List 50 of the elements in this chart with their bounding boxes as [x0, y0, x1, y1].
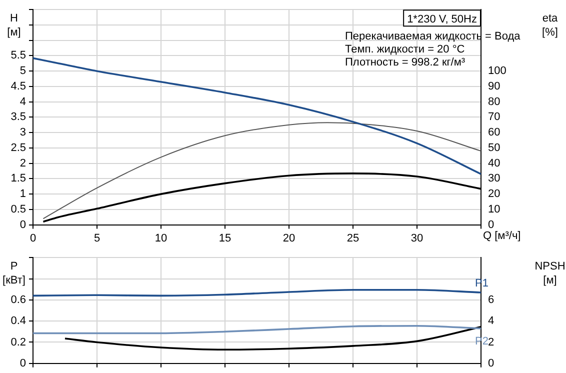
y2-tick-label: 6 — [488, 294, 494, 306]
y-tick-label: 0 — [20, 357, 26, 370]
y-tick-label: 2.5 — [10, 142, 26, 154]
y2-tick-label: 4 — [488, 315, 494, 328]
y2-axis-title: NPSH [м] — [534, 260, 566, 287]
line-series — [33, 324, 481, 334]
y-tick-label: 0 — [20, 218, 26, 231]
y-tick-label: 3.5 — [10, 111, 26, 124]
y-tick-label: 0.6 — [10, 294, 26, 306]
y-tick-label: 2 — [20, 157, 26, 170]
x-tick-label: 10 — [154, 232, 168, 244]
y-tick-label: 3 — [20, 126, 26, 139]
y-tick-label: 4.5 — [10, 80, 26, 92]
x-tick-label: 20 — [282, 232, 296, 244]
y2-tick-label: 20 — [488, 188, 500, 200]
y2-tick-label: 0 — [488, 357, 494, 370]
x-axis-title: Q [м³/ч] — [483, 230, 521, 242]
annotation: Темп. жидкости = 20 °C — [345, 44, 465, 56]
y2-tick-label: 10 — [488, 203, 500, 216]
y2-tick-label: 2 — [488, 336, 494, 348]
chart-title: 1*230 V, 50Hz — [407, 14, 477, 26]
y2-tick-label: 0 — [488, 218, 494, 231]
y-tick-label: 1 — [20, 188, 26, 200]
y-tick-label: 5.5 — [10, 50, 26, 62]
x-tick-label: 25 — [346, 232, 360, 244]
annotation: Плотность = 998.2 кг/м³ — [345, 56, 466, 69]
line-series — [33, 57, 481, 175]
line-series — [42, 122, 481, 220]
y-tick-label: 1.5 — [10, 172, 26, 185]
x-tick-label: 15 — [218, 232, 232, 244]
y-tick-label: 0.5 — [10, 203, 26, 216]
y2-tick-label: 40 — [488, 157, 500, 170]
y2-tick-label: 70 — [488, 111, 500, 124]
y2-tick-label: 60 — [488, 126, 500, 139]
y-tick-label: 4 — [20, 96, 26, 108]
y-axis-title: P [кВт] — [2, 260, 26, 287]
y-tick-label: 0.4 — [10, 315, 26, 328]
y2-tick-label: 90 — [488, 80, 500, 92]
y-tick-label: 0.2 — [10, 336, 26, 348]
y2-tick-label: 50 — [488, 142, 500, 154]
x-tick-label: 0 — [30, 232, 36, 244]
y2-axis-title: eta [%] — [542, 12, 559, 39]
x-tick-label: 30 — [410, 232, 424, 244]
y-axis-title: H [м] — [7, 12, 21, 39]
y2-tick-label: 100 — [488, 65, 506, 78]
x-tick-label: 5 — [94, 232, 100, 244]
y2-tick-label: 30 — [488, 172, 500, 185]
y-tick-label: 5 — [20, 65, 26, 78]
y2-tick-label: 80 — [488, 96, 500, 108]
annotation: Перекачиваемая жидкость = Вода — [345, 30, 522, 43]
